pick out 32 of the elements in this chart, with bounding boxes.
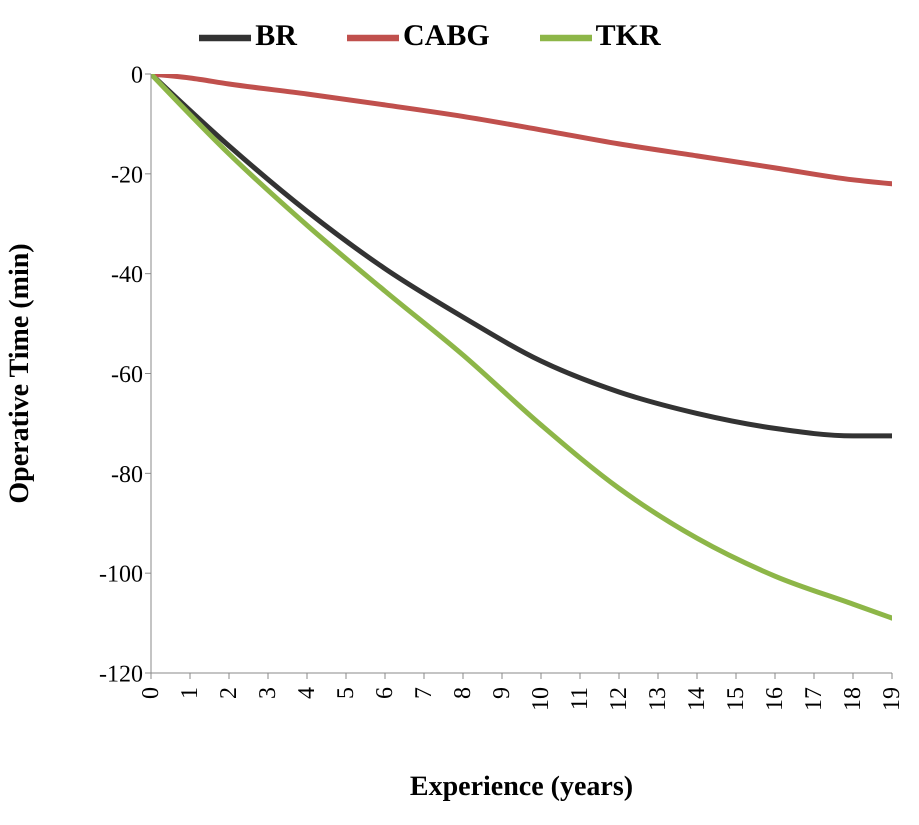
x-tick-label: 12 xyxy=(606,687,632,711)
x-tick-label: 2 xyxy=(216,687,242,699)
legend-label: TKR xyxy=(596,18,661,52)
legend-label: CABG xyxy=(402,18,490,52)
x-tick-label: 15 xyxy=(723,687,749,711)
x-tick-label: 0 xyxy=(138,687,164,699)
y-tick-label: 0 xyxy=(131,62,143,89)
x-axis-title: Experience (years) xyxy=(410,771,634,802)
x-tick-label: 14 xyxy=(684,687,710,711)
x-tick-label: 10 xyxy=(528,687,554,711)
x-tick-label: 13 xyxy=(645,687,671,711)
y-axis-title: Operative Time (min) xyxy=(4,243,35,504)
x-tick-label: 11 xyxy=(567,687,593,710)
x-tick-label: 17 xyxy=(801,687,827,711)
y-tick-label: -120 xyxy=(99,662,143,688)
x-tick-label: 4 xyxy=(294,687,320,699)
x-tick-label: 18 xyxy=(840,687,866,711)
x-tick-label: 5 xyxy=(333,687,359,699)
x-tick-label: 16 xyxy=(762,687,788,711)
y-tick-label: -60 xyxy=(111,362,143,388)
x-tick-label: 3 xyxy=(255,687,281,699)
y-tick-label: -80 xyxy=(111,462,143,488)
x-tick-label: 19 xyxy=(879,687,905,711)
x-tick-label: 1 xyxy=(177,687,203,699)
y-tick-label: -100 xyxy=(99,562,143,588)
x-tick-label: 9 xyxy=(489,687,515,699)
x-tick-label: 7 xyxy=(411,687,437,699)
y-tick-label: -20 xyxy=(111,162,143,188)
y-tick-label: -40 xyxy=(111,262,143,288)
legend-label: BR xyxy=(255,18,297,52)
x-tick-label: 8 xyxy=(450,687,476,699)
x-tick-label: 6 xyxy=(372,687,398,699)
